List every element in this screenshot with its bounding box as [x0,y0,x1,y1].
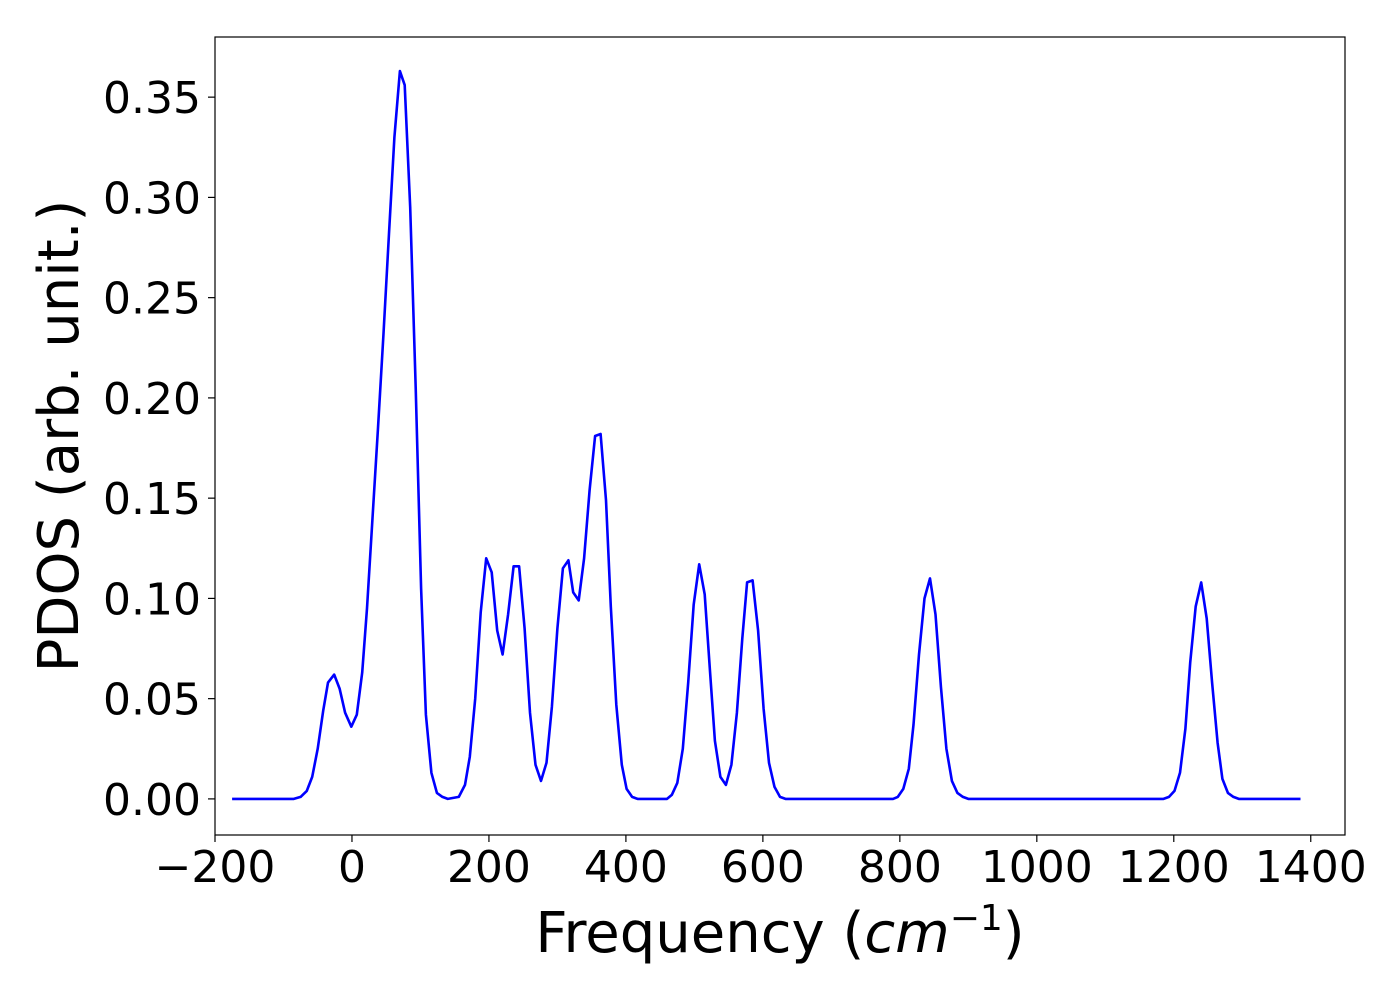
x-tick-label: 200 [447,842,531,893]
y-tick-label: 0.05 [103,675,201,726]
x-axis-unit-exponent: −1 [950,898,1003,939]
y-tick-label: 0.10 [103,574,201,625]
x-tick-label: 400 [584,842,668,893]
x-tick-label: 1000 [981,842,1093,893]
x-tick-label: 0 [338,842,366,893]
plot-frame [214,36,1346,836]
pdos-series-line [232,69,1301,801]
x-tick-label: 800 [858,842,942,893]
x-tick-label: 1400 [1255,842,1367,893]
series-layer [232,69,1301,801]
y-tick-label: 0.35 [103,73,201,124]
ticks-layer: −200 0 200 400 600 800 1000 1200 1400 0.00 0.05 0.1… [103,73,1367,893]
x-tick-label: −200 [155,842,276,893]
x-tick-label: 1200 [1118,842,1230,893]
x-axis-title: Frequency (cm−1) [535,898,1024,966]
x-axis-title-text: Frequency [535,901,824,966]
y-tick-label: 0.25 [103,274,201,325]
x-axis-title-space [825,901,843,966]
y-tick-label: 0.00 [103,775,201,826]
y-tick-label: 0.20 [103,374,201,425]
x-axis-unit-close: ) [1003,901,1025,966]
x-axis-unit-base: cm [864,901,949,966]
y-tick-label: 0.30 [103,173,201,224]
y-axis-title: PDOS (arb. unit.) [27,200,92,673]
x-tick-label: 600 [721,842,805,893]
x-axis-unit-open: ( [842,901,864,966]
y-tick-label: 0.15 [103,474,201,525]
